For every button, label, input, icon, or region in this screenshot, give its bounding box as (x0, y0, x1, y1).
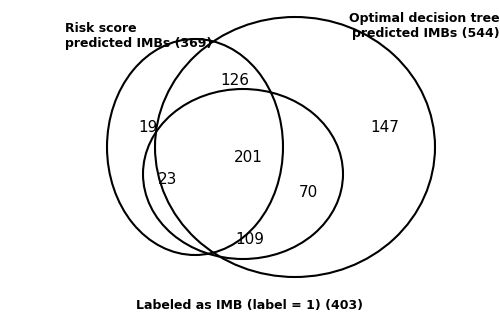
Text: 23: 23 (158, 172, 178, 186)
Text: Optimal decision tree
predicted IMBs (544): Optimal decision tree predicted IMBs (54… (350, 12, 500, 40)
Text: Risk score
predicted IMBs (369): Risk score predicted IMBs (369) (65, 22, 212, 50)
Text: 109: 109 (236, 232, 264, 248)
Text: 201: 201 (234, 149, 262, 165)
Text: Labeled as IMB (label = 1) (403): Labeled as IMB (label = 1) (403) (136, 299, 364, 312)
Text: 19: 19 (138, 119, 158, 135)
Text: 147: 147 (370, 119, 400, 135)
Text: 126: 126 (220, 72, 250, 88)
Text: 70: 70 (298, 185, 318, 200)
